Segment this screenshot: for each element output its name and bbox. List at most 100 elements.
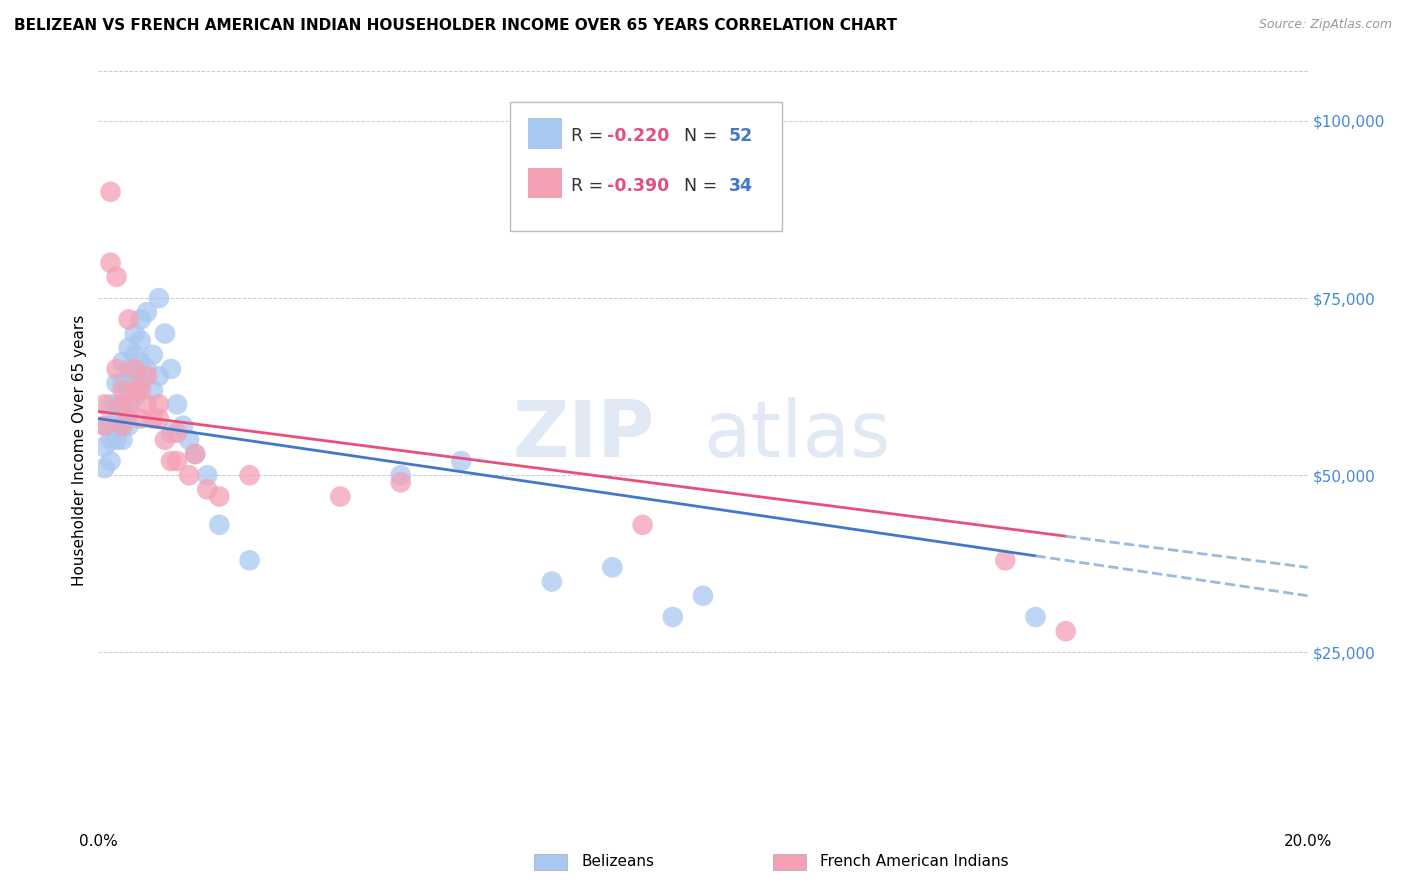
Point (118, 341, 141, 355)
Text: N =: N = (672, 177, 723, 194)
Point (692, 589, 714, 603)
Point (148, 369, 170, 384)
Text: R =: R = (571, 128, 609, 145)
Point (105, 433, 128, 447)
Point (111, 418, 134, 433)
Point (111, 376, 134, 391)
Text: R =: R = (571, 177, 609, 194)
Point (153, 326, 176, 341)
Point (389, 468, 412, 483)
Text: ZIP: ZIP (512, 397, 655, 474)
FancyBboxPatch shape (534, 854, 567, 870)
Point (172, 418, 194, 433)
Point (100, 418, 122, 433)
Text: N =: N = (672, 128, 723, 145)
Point (118, 404, 141, 418)
Point (118, 418, 141, 433)
Point (148, 291, 170, 305)
Point (184, 447, 207, 461)
Point (148, 397, 170, 411)
Point (105, 362, 128, 376)
Point (129, 312, 152, 326)
Point (135, 397, 157, 411)
Point (184, 447, 207, 461)
Point (602, 560, 624, 574)
Point (124, 369, 146, 384)
Point (100, 397, 122, 411)
Point (93, 397, 115, 411)
Point (124, 362, 146, 376)
Point (153, 433, 176, 447)
Point (129, 411, 152, 425)
Point (142, 411, 165, 425)
Point (100, 433, 122, 447)
Point (105, 397, 128, 411)
Point (239, 468, 262, 483)
Point (135, 369, 157, 384)
Point (129, 334, 152, 348)
Point (100, 255, 122, 269)
Point (661, 610, 683, 624)
Point (105, 376, 128, 391)
Point (148, 411, 170, 425)
Point (124, 348, 146, 362)
Point (118, 383, 141, 397)
Text: French American Indians: French American Indians (820, 855, 1010, 869)
Point (100, 185, 122, 199)
Point (631, 517, 654, 532)
Point (111, 397, 134, 411)
Point (389, 475, 412, 490)
Text: -0.220: -0.220 (607, 128, 669, 145)
Point (540, 574, 562, 589)
Point (93, 418, 115, 433)
Point (160, 362, 183, 376)
Point (994, 553, 1017, 567)
Point (195, 468, 218, 483)
Point (118, 312, 141, 326)
Point (105, 411, 128, 425)
Text: 52: 52 (728, 128, 752, 145)
Text: atlas: atlas (703, 397, 890, 474)
Text: -0.390: -0.390 (607, 177, 669, 194)
Point (105, 269, 128, 284)
Point (111, 383, 134, 397)
Point (118, 397, 141, 411)
Point (93, 461, 115, 475)
Point (129, 376, 152, 391)
Point (93, 440, 115, 454)
Y-axis label: Householder Income Over 65 years: Householder Income Over 65 years (72, 315, 87, 586)
Point (129, 355, 152, 369)
Point (160, 454, 183, 468)
Point (450, 454, 472, 468)
Point (329, 490, 352, 504)
FancyBboxPatch shape (527, 119, 561, 149)
Point (124, 383, 146, 397)
Point (142, 348, 165, 362)
Text: 34: 34 (728, 177, 752, 194)
Point (179, 468, 201, 483)
Point (111, 418, 134, 433)
FancyBboxPatch shape (509, 102, 782, 231)
Point (179, 433, 201, 447)
FancyBboxPatch shape (527, 168, 561, 198)
Point (1024, 610, 1046, 624)
Point (166, 397, 188, 411)
Point (135, 305, 157, 319)
Point (135, 362, 157, 376)
Text: Belizeans: Belizeans (581, 855, 654, 869)
Point (166, 454, 188, 468)
Text: BELIZEAN VS FRENCH AMERICAN INDIAN HOUSEHOLDER INCOME OVER 65 YEARS CORRELATION : BELIZEAN VS FRENCH AMERICAN INDIAN HOUSE… (14, 18, 897, 33)
Text: Source: ZipAtlas.com: Source: ZipAtlas.com (1258, 18, 1392, 31)
Point (166, 425, 188, 440)
Point (239, 553, 262, 567)
Point (118, 362, 141, 376)
Point (111, 397, 134, 411)
Point (142, 383, 165, 397)
Point (160, 425, 183, 440)
Point (124, 390, 146, 404)
Point (111, 433, 134, 447)
Point (111, 355, 134, 369)
FancyBboxPatch shape (773, 854, 806, 870)
Point (93, 418, 115, 433)
Point (100, 454, 122, 468)
